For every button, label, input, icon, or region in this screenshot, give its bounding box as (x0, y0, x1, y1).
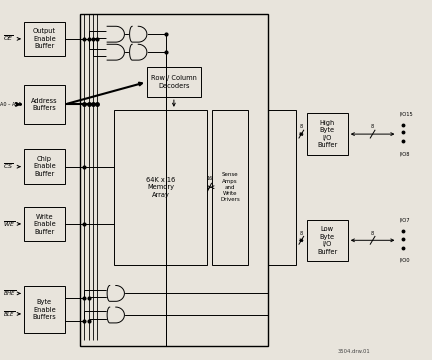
Text: 64K x 16
Memory
Array: 64K x 16 Memory Array (146, 177, 175, 198)
Text: Address
Buffers: Address Buffers (31, 98, 57, 111)
Text: 8: 8 (371, 125, 374, 130)
Polygon shape (107, 307, 124, 323)
Bar (307, 113, 348, 155)
Polygon shape (130, 44, 147, 60)
Bar (24, 149, 65, 184)
Text: 8: 8 (300, 125, 303, 130)
Text: Output
Enable
Buffer: Output Enable Buffer (33, 28, 56, 49)
Bar (24, 22, 65, 56)
Bar (147, 67, 201, 97)
Text: I/O8: I/O8 (400, 152, 410, 156)
Text: 8: 8 (371, 231, 374, 235)
Text: $\overline{BLE}$: $\overline{BLE}$ (3, 309, 16, 319)
Text: $\overline{CS}$: $\overline{CS}$ (3, 162, 14, 171)
Bar (24, 85, 65, 124)
Text: Low
Byte
I/O
Buffer: Low Byte I/O Buffer (317, 226, 337, 255)
Text: I/O0: I/O0 (400, 258, 410, 262)
Bar (24, 286, 65, 333)
Text: High
Byte
I/O
Buffer: High Byte I/O Buffer (317, 120, 337, 148)
Text: $\overline{WE}$: $\overline{WE}$ (3, 219, 16, 229)
Text: 16: 16 (206, 176, 213, 181)
Text: Write
Enable
Buffer: Write Enable Buffer (33, 213, 56, 235)
Text: $\overline{BHE}$: $\overline{BHE}$ (3, 289, 17, 298)
Bar (80, 14, 268, 346)
Bar (212, 110, 248, 265)
Polygon shape (107, 26, 124, 42)
Bar (114, 110, 207, 265)
Text: Sense
Amps
and
Write
Drivers: Sense Amps and Write Drivers (220, 172, 240, 202)
Polygon shape (107, 285, 124, 301)
Text: Row / Column
Decoders: Row / Column Decoders (151, 75, 197, 89)
Polygon shape (107, 44, 124, 60)
Polygon shape (130, 26, 147, 42)
Text: Chip
Enable
Buffer: Chip Enable Buffer (33, 156, 56, 177)
Text: 3504.drw.01: 3504.drw.01 (338, 348, 371, 354)
Text: I/O7: I/O7 (400, 218, 410, 223)
Text: Byte
Enable
Buffers: Byte Enable Buffers (32, 299, 56, 320)
Bar (24, 207, 65, 241)
Text: A0 – A15: A0 – A15 (0, 102, 22, 107)
Bar (307, 220, 348, 261)
Bar (268, 110, 296, 265)
Text: $\overline{OE}$: $\overline{OE}$ (3, 34, 14, 44)
Text: 8: 8 (300, 231, 303, 235)
Text: I/O15: I/O15 (400, 112, 413, 117)
